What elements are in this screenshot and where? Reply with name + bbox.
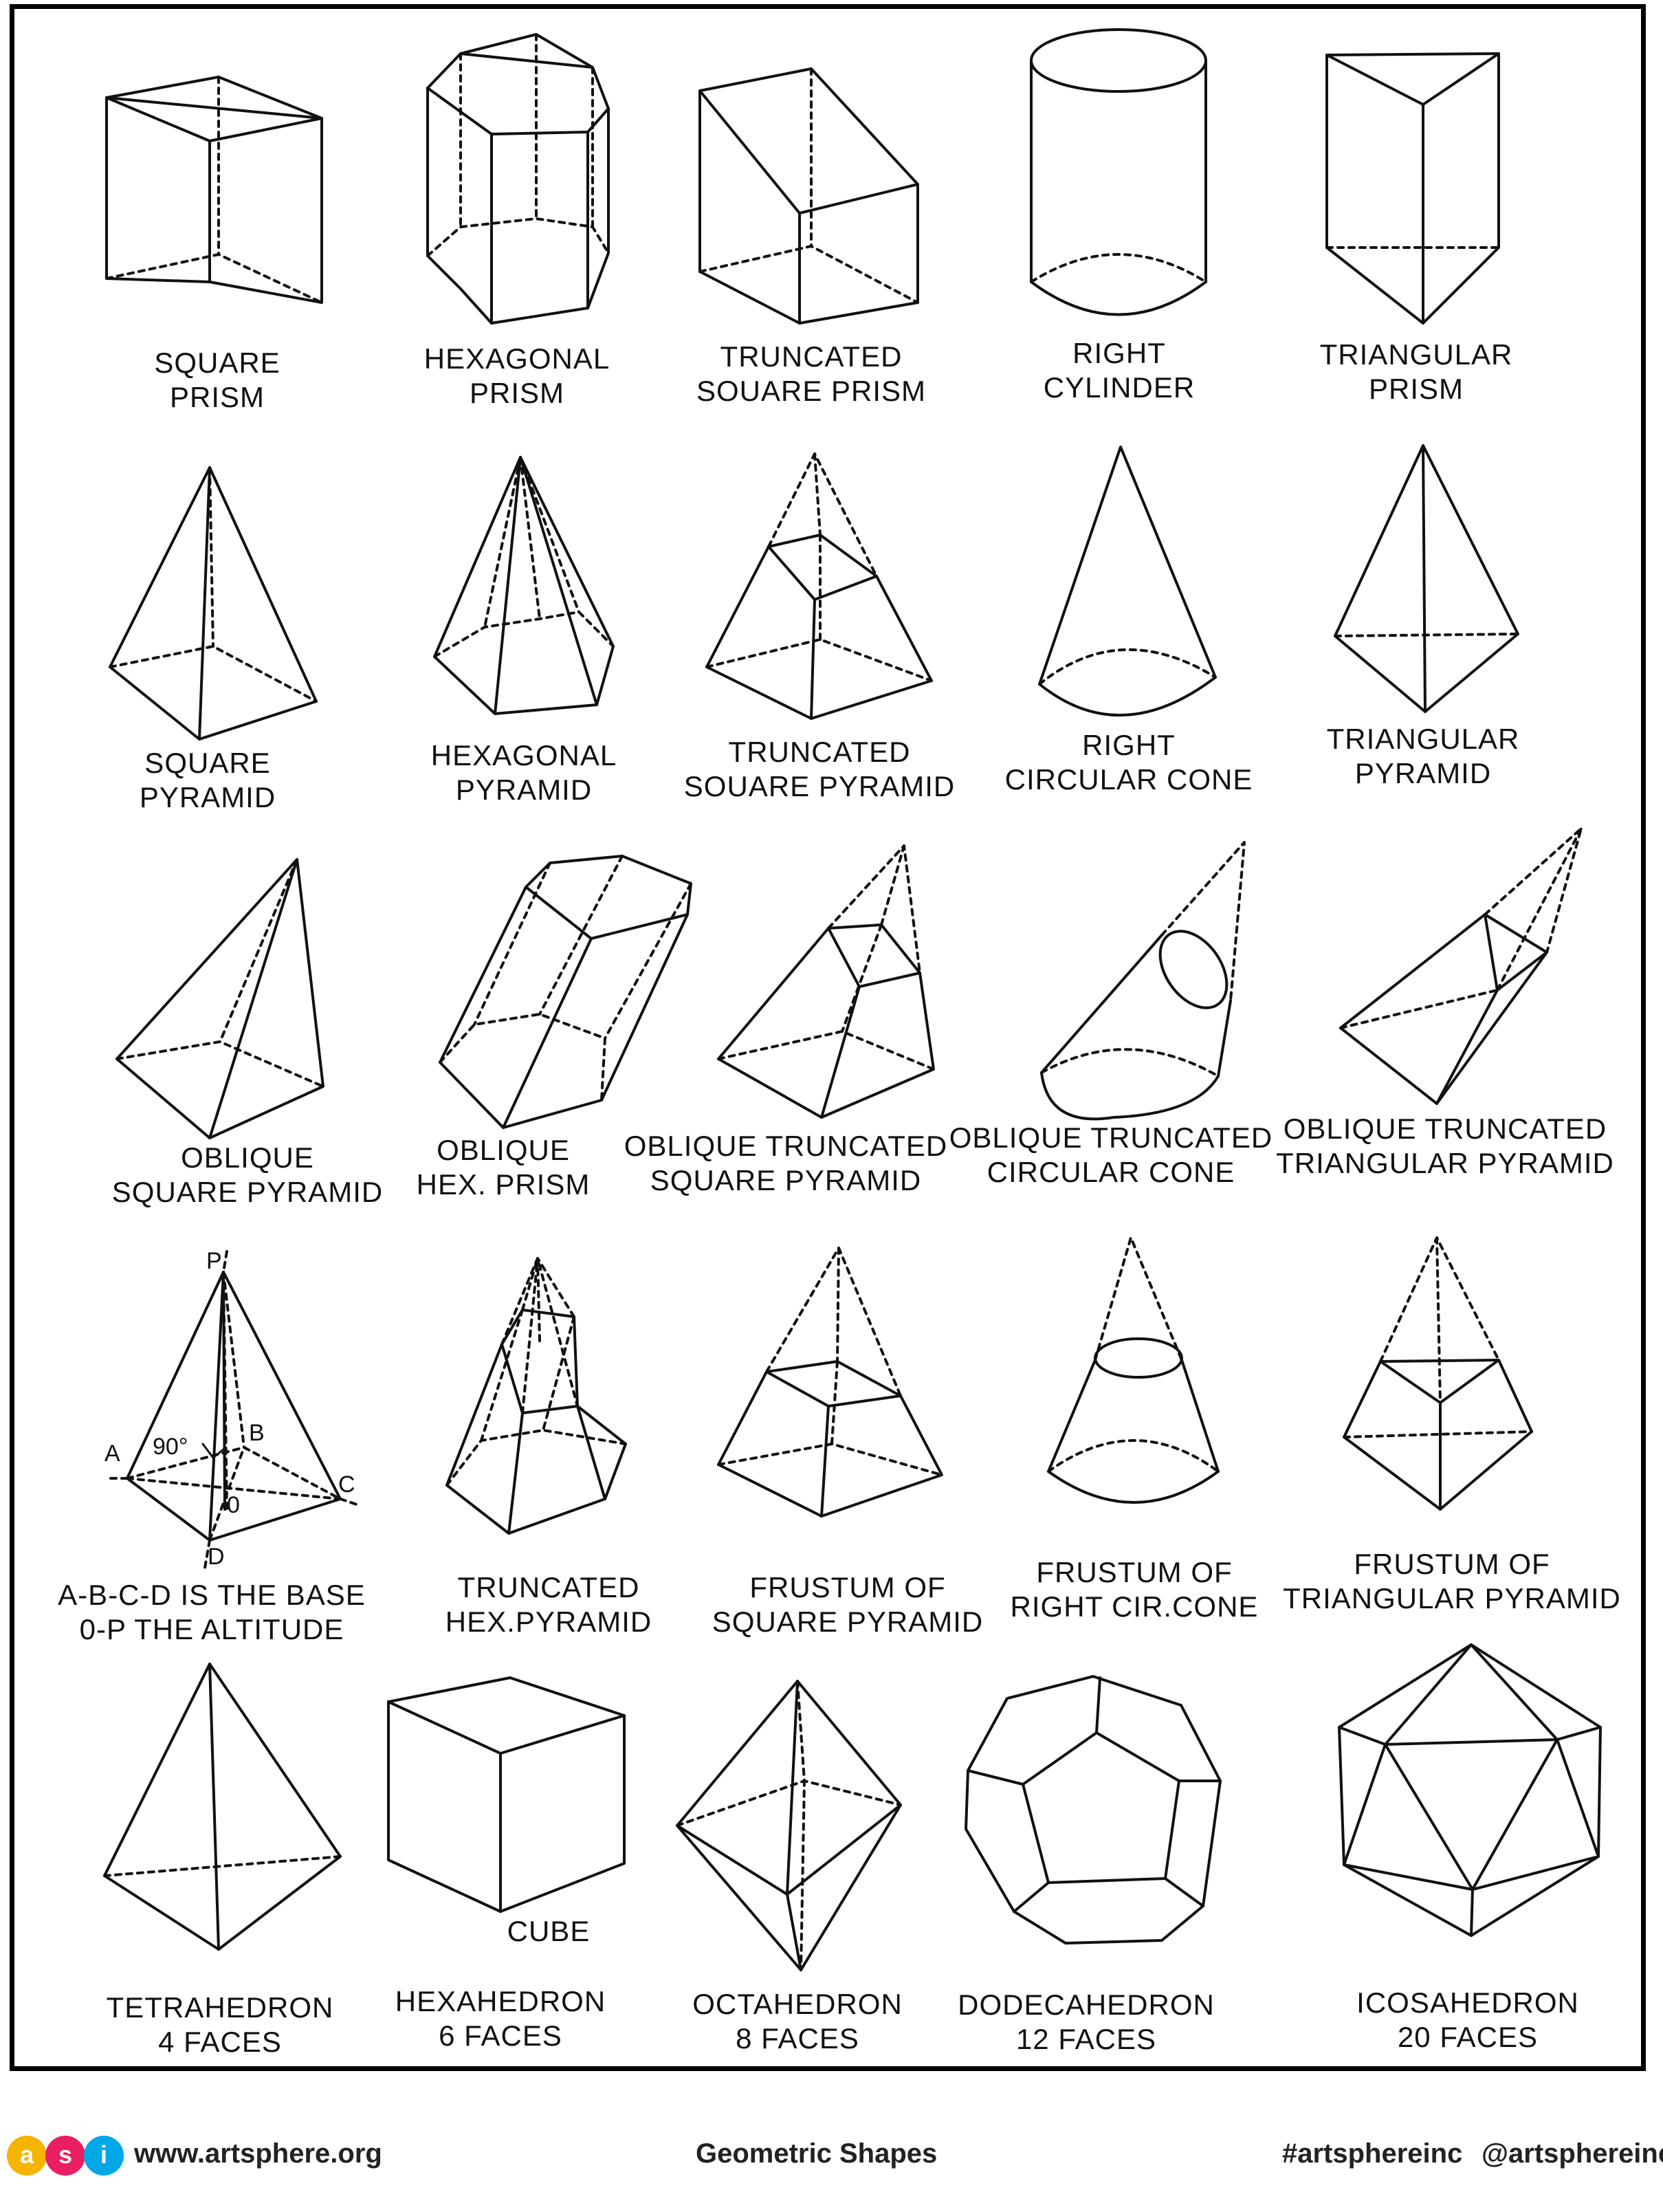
label-frustum-square-pyramid: FRUSTUM OF SQUARE PYRAMID xyxy=(712,1571,984,1638)
footer-title: Geometric Shapes xyxy=(696,2138,938,2169)
website-link[interactable]: www.artsphere.org xyxy=(134,2138,382,2169)
base-altitude-figure xyxy=(109,1250,362,1569)
label-hexagonal-prism: HEXAGONAL PRISM xyxy=(423,342,610,409)
point-label-d: D xyxy=(208,1544,225,1570)
truncated-square-prism-figure xyxy=(698,67,919,325)
point-label-c: C xyxy=(338,1471,355,1498)
footer-handle[interactable]: @artsphereinc xyxy=(1482,2138,1663,2169)
oblique-truncated-triangular-pyramid-figure xyxy=(1339,827,1583,1105)
oblique-truncated-square-pyramid-figure xyxy=(717,844,935,1119)
point-label-p: P xyxy=(206,1248,222,1274)
point-label-o: 0 xyxy=(227,1492,240,1518)
logo-letter-s: s xyxy=(45,2136,85,2176)
oblique-square-pyramid-figure xyxy=(115,858,324,1139)
icosahedron-figure xyxy=(1338,1643,1602,1937)
page-frame xyxy=(10,4,1646,2071)
label-square-pyramid: SQUARE PYRAMID xyxy=(139,747,276,813)
frustum-square-pyramid-figure xyxy=(717,1247,943,1518)
label-triangular-pyramid: TRIANGULAR PYRAMID xyxy=(1326,723,1520,789)
label-truncated-square-pyramid: TRUNCATED SOUARE PYRAMID xyxy=(683,736,956,802)
label-hexahedron: HEXAHEDRON 6 FACES xyxy=(395,1985,606,2052)
label-hexagonal-pyramid: HEXAGONAL PYRAMID xyxy=(430,739,617,806)
square-pyramid-figure xyxy=(109,466,318,741)
truncated-square-pyramid-figure xyxy=(705,452,933,720)
label-oblique-truncated-circular-cone: OBLIQUE TRUNCATED CIRCULAR CONE xyxy=(949,1121,1273,1188)
label-dodecahedron: DODECAHEDRON 12 FACES xyxy=(958,1989,1215,2055)
label-tetrahedron: TETRAHEDRON 4 FACES xyxy=(106,1991,334,2058)
logo-letter-a: a xyxy=(7,2136,47,2176)
oblique-hex-prism-figure xyxy=(439,855,692,1129)
logo-letter-i: i xyxy=(84,2136,124,2176)
oblique-truncated-circular-cone-figure xyxy=(1040,841,1246,1121)
label-square-prism: SQUARE PRISM xyxy=(154,347,280,413)
label-cube: CUBE xyxy=(507,1915,591,1947)
square-prism-figure xyxy=(105,76,323,304)
footer: a s i www.artsphere.org Geometric Shapes… xyxy=(0,2118,1663,2207)
label-truncated-square-prism: TRUNCATED SOUARE PRISM xyxy=(696,340,927,407)
label-truncated-hex-pyramid: TRUNCATED HEX.PYRAMID xyxy=(445,1571,652,1638)
angle-label: 90° xyxy=(153,1434,188,1460)
triangular-prism-figure xyxy=(1325,52,1500,325)
point-label-a: A xyxy=(104,1441,120,1467)
dodecahedron-figure xyxy=(965,1675,1222,1945)
hexagonal-pyramid-figure xyxy=(433,456,615,715)
octahedron-figure xyxy=(676,1680,902,1971)
label-triangular-prism: TRIANGULAR PRISM xyxy=(1319,338,1513,405)
shapes-drawing xyxy=(103,28,1602,1971)
footer-hashtag[interactable]: #artsphereinc xyxy=(1282,2138,1463,2169)
label-icosahedron: ICOSAHEDRON 20 FACES xyxy=(1356,1986,1579,2053)
label-right-cylinder: RIGHT CYLINDER xyxy=(1043,337,1196,404)
label-oblique-truncated-triangular-pyramid: OBLIQUE TRUNCATED TRIANGULAR PYRAMID xyxy=(1276,1113,1614,1179)
point-label-b: B xyxy=(249,1420,265,1446)
label-right-circular-cone: RIGHT CIRCULAR CONE xyxy=(1004,729,1253,796)
hexagonal-prism-figure xyxy=(426,33,610,325)
label-base-altitude: A-B-C-D IS THE BASE 0-P THE ALTITUDE xyxy=(58,1579,366,1645)
label-frustum-triangular-pyramid: FRUSTUM OF TRIANGULAR PYRAMID xyxy=(1283,1548,1621,1614)
hexahedron-figure xyxy=(387,1676,626,1913)
label-oblique-hex-prism: OBLIQUE HEX. PRISM xyxy=(416,1134,591,1201)
right-cylinder-figure xyxy=(1030,28,1207,316)
right-circular-cone-figure xyxy=(1038,446,1217,716)
label-octahedron: OCTAHEDRON 8 FACES xyxy=(692,1988,903,2055)
label-oblique-truncated-square-pyramid: OBLIQUE TRUNCATED SQUARE PYRAMID xyxy=(624,1130,948,1196)
truncated-hex-pyramid-figure xyxy=(445,1257,627,1535)
label-oblique-square-pyramid: OBLIQUE SQUARE PYRAMID xyxy=(111,1141,384,1208)
triangular-pyramid-figure xyxy=(1334,444,1519,713)
frustum-triangular-pyramid-figure xyxy=(1343,1236,1533,1511)
label-frustum-right-cone: FRUSTUM OF RIGHT CIR.CONE xyxy=(1010,1556,1259,1623)
frustum-right-cone-figure xyxy=(1047,1236,1220,1504)
tetrahedron-figure xyxy=(103,1663,342,1951)
